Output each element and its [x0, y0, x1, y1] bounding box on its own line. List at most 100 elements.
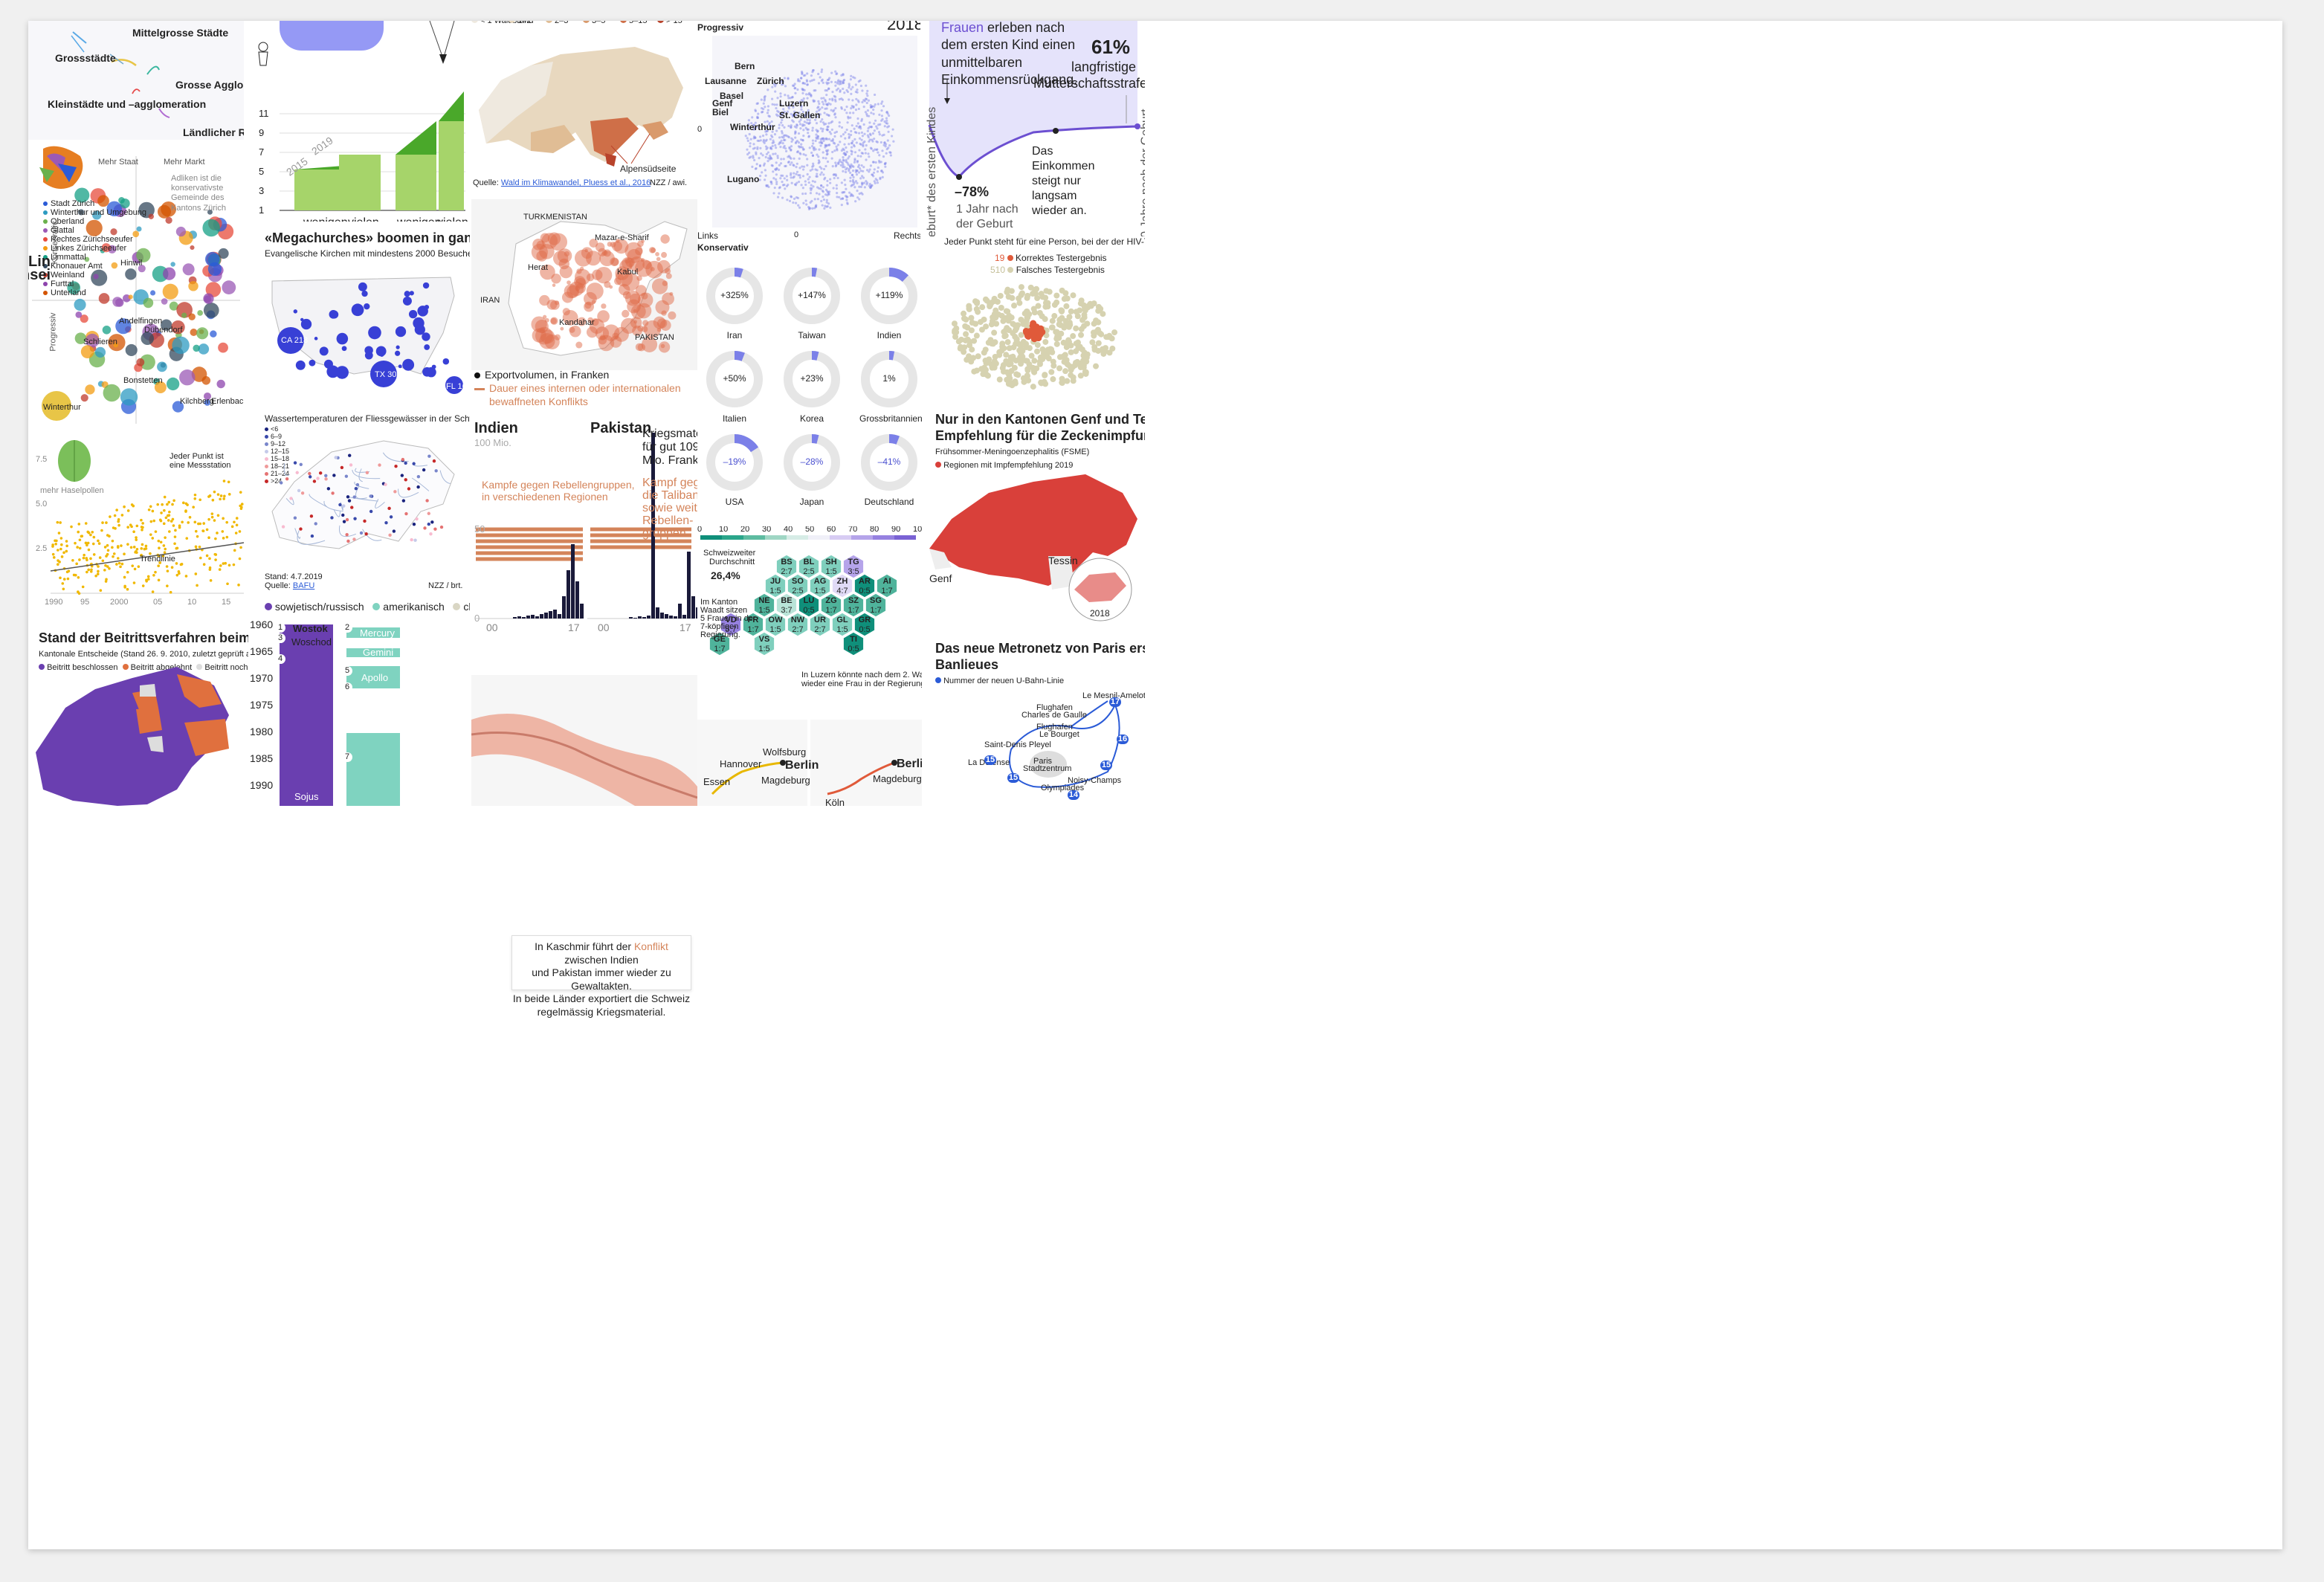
scatter-point — [801, 71, 804, 74]
scatter-point — [869, 146, 873, 149]
y-right-label: 10 Jahre nach der Geburt — [1139, 109, 1145, 236]
scatter-point — [850, 142, 853, 145]
scatter-point — [842, 191, 845, 194]
station-point — [103, 569, 106, 572]
scatter-point — [885, 117, 888, 120]
scatter-point — [868, 168, 871, 171]
false-result-dot — [1068, 372, 1074, 378]
scatter-point — [790, 181, 793, 184]
legend-offen-icon — [196, 664, 203, 670]
scatter-point — [781, 112, 784, 115]
ring-svg — [706, 351, 763, 407]
scatter-point — [879, 178, 882, 181]
hex-ratio-BL: 2:5 — [803, 567, 815, 576]
fl-bubble — [445, 376, 463, 394]
india-title: Indien — [474, 420, 518, 436]
scatter-point — [848, 86, 850, 89]
pak-export-bar — [633, 618, 637, 619]
station-point — [157, 564, 160, 567]
false-result-dot — [1100, 311, 1106, 317]
scatter-point — [857, 80, 860, 83]
false-result-dot — [1098, 331, 1105, 338]
scatter-point — [756, 139, 759, 142]
water-station — [416, 475, 421, 479]
scatter-point — [830, 80, 833, 83]
scatter-point — [790, 157, 793, 160]
scale-tick-0: 0 — [697, 526, 703, 534]
scatter-point — [865, 101, 868, 105]
export-bubble — [532, 238, 544, 251]
scatter-point — [830, 109, 833, 112]
scatter-point — [836, 149, 839, 152]
y100: 100 Mio. — [474, 437, 511, 448]
ring-fill — [734, 268, 743, 278]
city-1: Lausanne — [705, 76, 747, 86]
station-point — [61, 582, 65, 585]
scatter-point — [867, 127, 870, 130]
fsme-legend-icon — [935, 462, 941, 468]
scatter-point — [748, 132, 751, 136]
scatter-point — [822, 81, 824, 84]
scatter-point — [822, 139, 825, 143]
pak-note-2: Mio. Franken — [642, 454, 697, 467]
scatter-point — [806, 118, 809, 121]
ring-stat: +23% — [800, 373, 824, 384]
water-station — [340, 465, 344, 470]
scatter-point — [842, 87, 845, 91]
scatter-point — [788, 147, 791, 150]
lu-note1: In Luzern könnte nach dem 2. Wahlgang — [801, 671, 922, 679]
state-bubble — [326, 365, 340, 378]
label-agglomerationen: Grosse Agglomerationen — [175, 79, 244, 91]
scatter-point — [804, 126, 807, 129]
export-bubble — [660, 234, 670, 244]
scatter-point — [824, 157, 827, 160]
avg-label2: Durchschnitt — [709, 558, 755, 566]
hex-code-UR: UR — [814, 616, 826, 624]
plot-bg — [712, 36, 917, 227]
water-dot-icon — [265, 465, 268, 468]
ring-fill — [888, 351, 895, 361]
vd-note-1: Waadt sitzen — [700, 606, 748, 615]
municipality-bubble — [136, 248, 151, 262]
river — [375, 499, 385, 508]
bafu-link[interactable]: BAFU — [292, 581, 315, 590]
municipality-bubble — [170, 262, 175, 267]
scatter-point — [772, 83, 775, 86]
scale-segment — [894, 535, 916, 540]
scatter-point — [854, 169, 857, 172]
false-result-dot — [1068, 367, 1074, 373]
export-bubble — [625, 257, 635, 268]
xtick-1: 95 — [80, 598, 90, 607]
scatter-point — [781, 132, 784, 135]
label-laendlich: Ländlicher Raum — [183, 126, 244, 138]
scatter-point — [820, 97, 823, 100]
scatter-point — [854, 200, 857, 203]
scatter-point — [831, 99, 834, 102]
scatter-point — [749, 155, 752, 158]
municipality-bubble — [136, 358, 145, 367]
scatter-point — [824, 100, 827, 103]
bafu-source: Quelle: BAFU — [265, 581, 314, 591]
false-result-dot — [1025, 377, 1032, 384]
scatter-point — [783, 183, 786, 187]
ring-country: Deutschland — [864, 497, 914, 507]
pak-export-bar — [656, 607, 659, 619]
bar-1 — [339, 155, 381, 210]
municipality-bubble — [94, 346, 106, 358]
station-point — [226, 582, 229, 586]
station-point — [123, 552, 126, 556]
source-link[interactable]: Wald im Klimawandel, Pluess et al., 2016 — [500, 178, 651, 187]
legend-conflict: Dauer eines internen oder internationale… — [474, 382, 681, 395]
water-station — [280, 481, 283, 485]
scatter-point — [867, 99, 871, 102]
scatter-point — [775, 113, 778, 116]
india-export-bar — [531, 615, 535, 619]
scatter-point — [819, 76, 822, 79]
kashmir-a: In Kaschmir führt der — [535, 940, 634, 952]
municipality-bubble — [188, 313, 196, 320]
municipality-6: Erlenbach — [211, 397, 244, 406]
axis-konservativ: Konservativ — [697, 242, 749, 253]
export-bubble — [641, 239, 645, 243]
scatter-point — [861, 100, 864, 104]
scatter-point — [835, 187, 839, 190]
